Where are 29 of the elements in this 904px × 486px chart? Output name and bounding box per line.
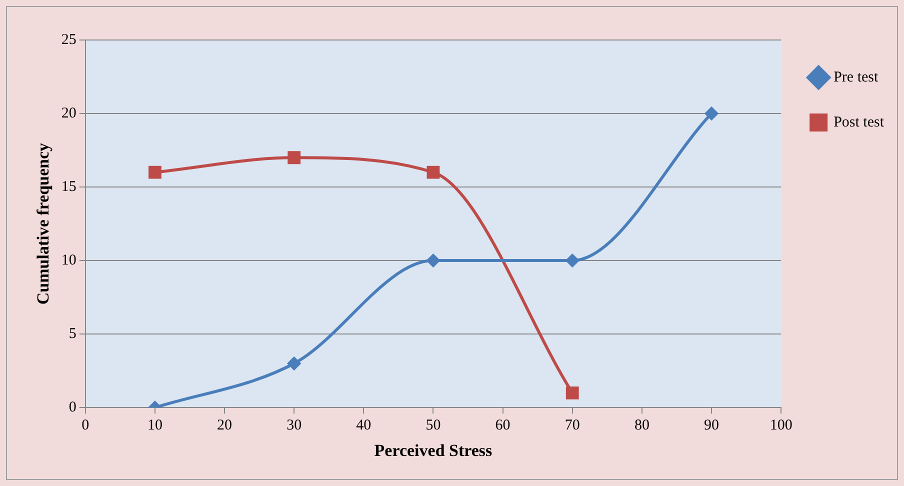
y-tick-label: 20 [61,105,76,122]
y-tick-label: 25 [61,32,76,48]
y-axis-title: Cumulative frequency [34,142,53,305]
x-tick-label: 50 [426,418,441,434]
x-tick-label: 60 [495,418,510,434]
x-axis-title: Perceived Stress [374,441,493,460]
x-tick-label: 40 [356,418,372,434]
y-tick-label: 15 [61,178,76,195]
y-tick-label: 10 [61,252,76,268]
point [426,166,440,179]
y-tick-label: 5 [68,326,76,342]
x-tick-label: 90 [704,418,720,434]
point [288,151,301,164]
x-tick-label: 30 [286,418,302,434]
x-tick-label: 10 [147,418,162,434]
point [705,107,718,120]
point [566,254,579,268]
point [148,166,162,179]
y-tick-label: 0 [68,400,76,416]
point [426,254,440,268]
point [288,356,301,370]
x-tick-label: 80 [634,418,650,434]
x-tick-label: 70 [564,418,580,434]
x-tick-label: 0 [82,418,90,434]
legend-label: Pre test [834,69,879,86]
point [566,386,579,400]
legend-label: Post test [834,114,885,130]
x-tick-label: 20 [217,418,232,434]
x-tick-label: 100 [770,418,792,434]
